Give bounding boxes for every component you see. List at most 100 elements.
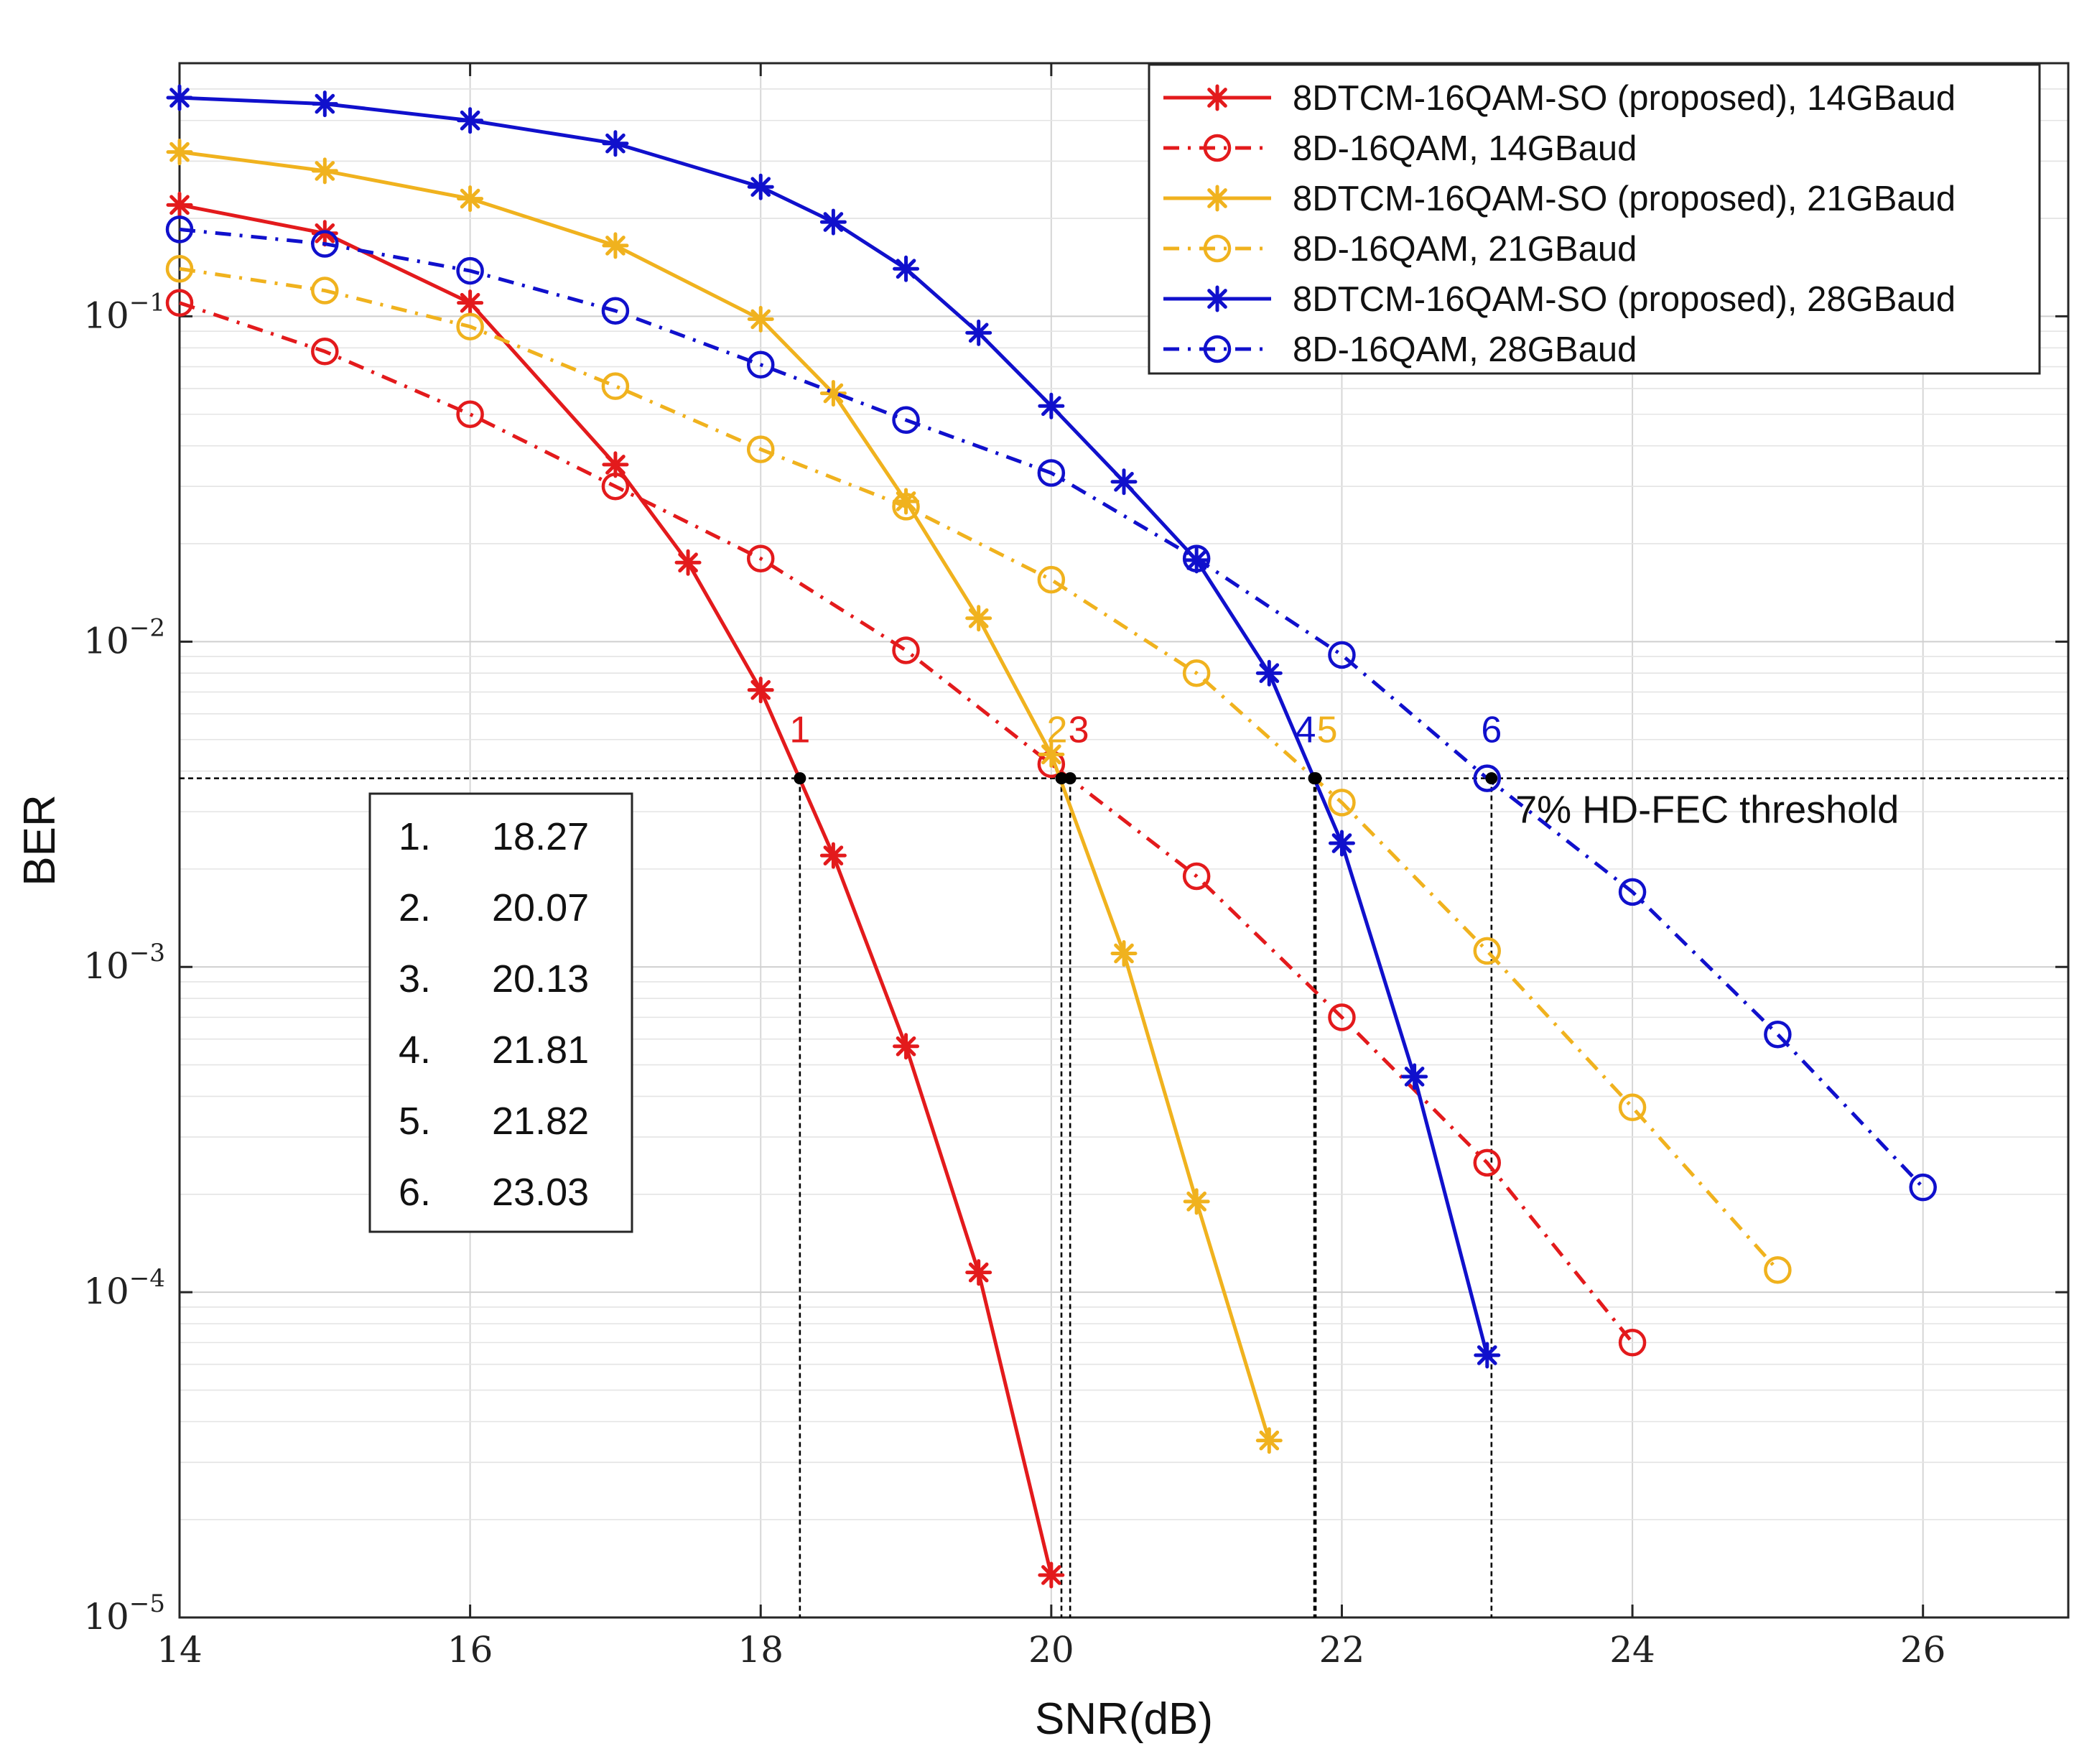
- series-line: [179, 301, 1635, 1344]
- data-point: [819, 842, 847, 869]
- y-tick-label: 10−5: [83, 1589, 165, 1638]
- data-point: [892, 406, 920, 435]
- table-row-value: 20.13: [492, 957, 589, 1001]
- series: [165, 84, 1937, 1589]
- data-point: [601, 472, 630, 501]
- data-point: [893, 1033, 920, 1060]
- data-point: [1618, 1093, 1647, 1122]
- data-point: [1328, 789, 1356, 817]
- x-axis-label: SNR(dB): [1035, 1694, 1213, 1744]
- data-point: [166, 191, 193, 218]
- data-point: [166, 139, 193, 166]
- crossing-table: 1. 18.27 2. 20.07 3. 20.13 4. 21.81 5. 21.82 6. 23.…: [368, 792, 633, 1233]
- data-point: [311, 338, 339, 366]
- data-point: [165, 289, 194, 317]
- data-point: [1328, 641, 1356, 669]
- data-point: [1473, 764, 1502, 792]
- data-point: [746, 351, 775, 379]
- data-point: [674, 549, 702, 576]
- data-point: [1182, 659, 1211, 687]
- series-line: [179, 227, 1925, 1189]
- data-point: [1037, 459, 1066, 487]
- legend-marker: [1203, 134, 1232, 162]
- data-point: [602, 451, 629, 478]
- legend-marker: [1204, 285, 1231, 312]
- data-point: [893, 255, 920, 282]
- x-tick-label: 22: [1319, 1629, 1365, 1671]
- data-point: [1110, 468, 1138, 496]
- table-row-value: 23.03: [492, 1171, 589, 1214]
- data-point: [456, 256, 484, 285]
- legend-label: 8DTCM-16QAM-SO (proposed), 28GBaud: [1293, 280, 1956, 319]
- data-point: [1764, 1020, 1792, 1049]
- data-point: [819, 380, 847, 407]
- series-line: [179, 203, 1054, 1576]
- series-3: [166, 139, 1283, 1454]
- data-point: [601, 372, 630, 400]
- data-point: [1182, 862, 1211, 891]
- data-point: [893, 488, 920, 515]
- series-6: [165, 215, 1937, 1202]
- x-tick-label: 18: [738, 1629, 784, 1671]
- data-point: [1618, 878, 1647, 906]
- data-point: [1618, 1329, 1647, 1357]
- data-point: [166, 84, 193, 111]
- table-row-value: 21.81: [492, 1029, 589, 1072]
- crossing-label: 4: [1296, 710, 1316, 751]
- x-tick-label: 20: [1028, 1629, 1074, 1671]
- legend-label: 8D-16QAM, 21GBaud: [1293, 230, 1637, 269]
- data-point: [311, 230, 339, 258]
- table-row-index: 1.: [399, 815, 431, 858]
- data-point: [746, 544, 775, 572]
- legend-label: 8DTCM-16QAM-SO (proposed), 14GBaud: [1293, 79, 1956, 118]
- data-point: [819, 208, 847, 236]
- data-point: [311, 220, 338, 247]
- data-point: [1038, 1561, 1065, 1589]
- y-tick-label: 10−4: [83, 1264, 165, 1312]
- data-point: [747, 305, 774, 333]
- data-point: [747, 173, 774, 200]
- data-point: [965, 605, 992, 632]
- plot-frame: [178, 62, 2070, 1619]
- table-row-index: 6.: [399, 1171, 431, 1214]
- data-point: [746, 435, 775, 463]
- crossing-dot: [1064, 772, 1077, 785]
- data-point: [311, 157, 338, 185]
- data-point: [965, 1259, 992, 1286]
- data-point: [1909, 1173, 1937, 1202]
- data-point: [1182, 544, 1211, 572]
- data-point: [1038, 392, 1065, 419]
- crossing-table-box: [368, 792, 633, 1233]
- crossing-label: 6: [1481, 710, 1502, 751]
- legend-box: [1148, 63, 2041, 375]
- legend-entry: 8DTCM-16QAM-SO (proposed), 28GBaud: [1163, 280, 1956, 319]
- legend: 8DTCM-16QAM-SO (proposed), 14GBaud 8D-16Q…: [1148, 63, 2041, 375]
- threshold-crossing-points: [794, 772, 1498, 785]
- data-point: [165, 254, 194, 283]
- data-point: [311, 277, 339, 305]
- y-axis-label: BER: [15, 794, 65, 886]
- crossing-label: 2: [1047, 710, 1068, 751]
- crossing-dot: [794, 772, 806, 785]
- series-4: [165, 254, 1792, 1284]
- data-point: [456, 400, 484, 429]
- crossing-label: 1: [789, 710, 810, 751]
- data-point: [311, 90, 338, 118]
- legend-entry: 8D-16QAM, 28GBaud: [1163, 330, 1637, 369]
- data-point: [965, 319, 992, 346]
- threshold-annotations: 7% HD-FEC threshold: [180, 777, 2068, 1617]
- data-point: [1474, 1342, 1501, 1369]
- data-point: [1473, 937, 1502, 965]
- data-point: [1110, 939, 1138, 967]
- data-point: [1328, 1003, 1356, 1031]
- data-point: [1255, 1427, 1283, 1454]
- data-point: [457, 289, 484, 317]
- table-row-index: 4.: [399, 1029, 431, 1072]
- series-2: [165, 289, 1647, 1357]
- y-tick-label: 10−3: [83, 939, 165, 987]
- legend-label: 8DTCM-16QAM-SO (proposed), 21GBaud: [1293, 180, 1956, 218]
- y-tick-label: 10−1: [83, 288, 165, 336]
- table-row-index: 3.: [399, 957, 431, 1001]
